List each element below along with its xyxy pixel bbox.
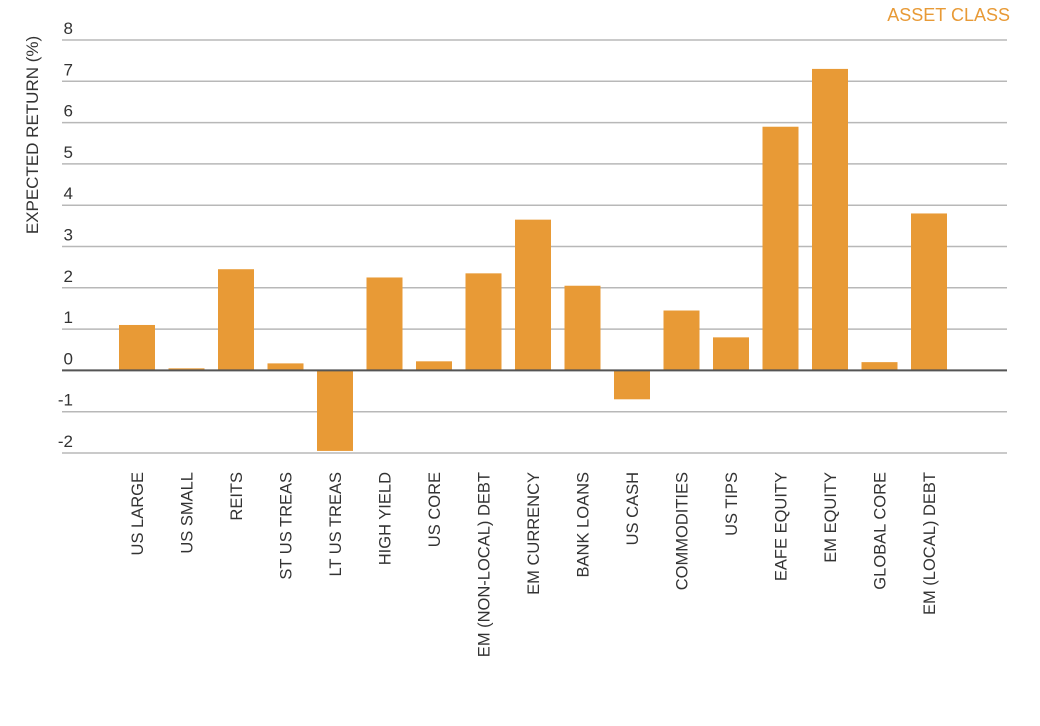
category-labels: US LARGE US SMALL REITS ST US TREAS LT US TR…	[129, 472, 939, 657]
category-label: US LARGE	[129, 472, 147, 555]
y-tick-label: 6	[64, 102, 73, 121]
bar	[713, 337, 749, 371]
bar	[911, 213, 947, 371]
category-label: REITS	[228, 472, 246, 521]
y-tick-label: 2	[64, 267, 73, 286]
category-label: EM (LOCAL) DEBT	[921, 472, 939, 615]
y-tick-label: 7	[64, 60, 73, 79]
category-label: COMMODITIES	[674, 472, 692, 590]
bar	[663, 310, 700, 371]
y-tick-label: -1	[58, 391, 73, 410]
category-label: US CORE	[426, 472, 444, 547]
bar	[812, 68, 848, 371]
category-label: LT US TREAS	[327, 472, 345, 577]
y-tick-label: -2	[58, 432, 73, 451]
bar	[168, 368, 205, 371]
category-label: HIGH YIELD	[377, 472, 395, 565]
legend-label: ASSET CLASS	[887, 5, 1010, 25]
bar	[515, 219, 551, 371]
category-label: US SMALL	[179, 472, 197, 554]
category-label: BANK LOANS	[575, 472, 593, 577]
y-tick-labels: 8 7 6 5 4 3 2 1 0 -1 -2	[58, 19, 73, 451]
bar	[366, 277, 403, 371]
category-label: EM (NON-LOCAL) DEBT	[476, 472, 494, 657]
category-label: ST US TREAS	[278, 472, 296, 580]
y-tick-label: 4	[64, 184, 73, 203]
category-label: US TIPS	[723, 472, 741, 536]
bar	[317, 370, 353, 451]
category-label: US CASH	[624, 472, 642, 545]
y-axis-label: EXPECTED RETURN (%)	[23, 36, 42, 234]
bar	[861, 362, 898, 371]
y-tick-label: 1	[64, 308, 73, 327]
category-label: EM CURRENCY	[525, 472, 543, 595]
y-tick-label: 0	[64, 349, 73, 368]
category-label: GLOBAL CORE	[872, 472, 890, 590]
bar	[218, 269, 254, 371]
y-tick-label: 3	[64, 226, 73, 245]
bar	[614, 370, 650, 400]
bar	[564, 285, 601, 371]
y-tick-label: 5	[64, 143, 73, 162]
bar	[762, 126, 799, 371]
bar	[119, 324, 155, 371]
category-label: EAFE EQUITY	[773, 472, 791, 581]
bar	[465, 273, 502, 371]
bar	[267, 363, 304, 371]
bar	[416, 361, 452, 371]
category-label: EM EQUITY	[822, 472, 840, 563]
y-tick-label: 8	[64, 19, 73, 38]
bars-layer	[119, 68, 947, 451]
